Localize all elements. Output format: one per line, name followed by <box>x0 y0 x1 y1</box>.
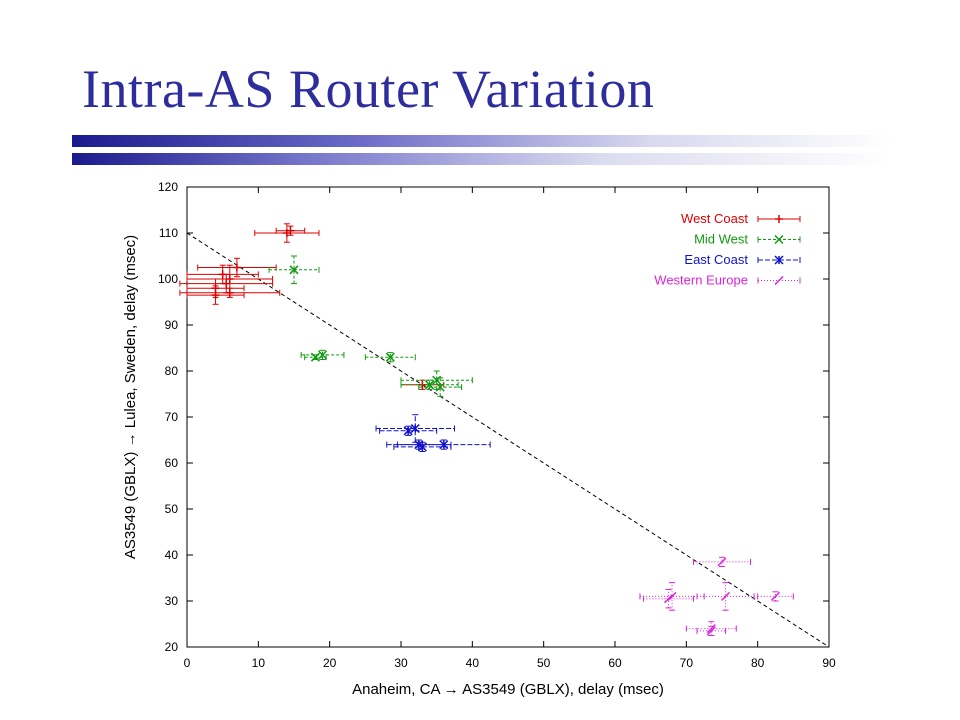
legend-label-east-coast: East Coast <box>684 252 748 267</box>
legend-label-mid-west: Mid West <box>694 232 748 247</box>
legend-label-west-coast: West Coast <box>681 211 748 226</box>
title-gradient-bar <box>72 135 892 169</box>
y-tick-label: 40 <box>165 548 179 562</box>
x-tick-label: 50 <box>537 656 551 670</box>
x-axis-label: Anaheim, CA → AS3549 (GBLX), delay (msec… <box>352 681 664 698</box>
data-marker-west-coast <box>286 226 295 235</box>
x-tick-label: 10 <box>252 656 266 670</box>
data-marker-east-coast <box>403 426 413 436</box>
x-tick-label: 60 <box>608 656 622 670</box>
data-marker-east-coast <box>417 442 427 452</box>
data-marker-west-coast <box>232 263 241 272</box>
title-gradient-bar-bottom <box>72 153 892 165</box>
x-tick-label: 80 <box>751 656 765 670</box>
y-tick-label: 110 <box>159 226 178 240</box>
y-tick-label: 50 <box>165 502 179 516</box>
legend-marker-western-europe <box>774 275 784 286</box>
y-tick-label: 120 <box>158 180 178 194</box>
x-tick-label: 0 <box>184 656 191 670</box>
title-gradient-bar-top <box>72 135 892 147</box>
data-marker-western-europe <box>706 626 716 636</box>
data-marker-western-europe <box>663 594 674 604</box>
data-marker-west-coast <box>225 275 234 283</box>
data-marker-mid-west <box>289 265 299 275</box>
x-tick-label: 70 <box>680 656 694 670</box>
data-marker-mid-west <box>385 352 395 362</box>
slide-title: Intra-AS Router Variation <box>82 59 655 119</box>
y-tick-label: 70 <box>165 410 179 424</box>
legend-label-western-europe: Western Europe <box>654 273 748 288</box>
data-marker-mid-west <box>310 352 320 362</box>
y-tick-label: 60 <box>165 456 179 470</box>
legend-marker-mid-west <box>774 234 784 245</box>
x-tick-label: 30 <box>394 656 408 670</box>
reference-line <box>186 232 830 648</box>
y-tick-label: 80 <box>165 364 179 378</box>
x-tick-label: 40 <box>466 656 480 670</box>
x-tick-label: 90 <box>822 656 836 670</box>
y-tick-label: 20 <box>165 640 179 654</box>
data-marker-west-coast <box>222 279 231 288</box>
y-tick-label: 90 <box>165 318 179 332</box>
data-marker-west-coast <box>211 291 220 300</box>
data-marker-western-europe <box>770 591 781 601</box>
y-axis-label: AS3549 (GBLX) → Lulea, Sweden, delay (ms… <box>122 235 139 559</box>
legend-marker-west-coast <box>775 215 783 223</box>
data-marker-mid-west <box>425 380 435 390</box>
data-marker-western-europe <box>717 557 727 567</box>
x-tick-label: 20 <box>323 656 337 670</box>
data-marker-western-europe <box>721 591 731 601</box>
data-marker-mid-west <box>435 382 445 392</box>
data-marker-western-europe <box>667 591 677 601</box>
legend-marker-east-coast <box>774 255 784 265</box>
y-tick-label: 100 <box>158 272 178 286</box>
y-tick-label: 30 <box>165 594 179 608</box>
